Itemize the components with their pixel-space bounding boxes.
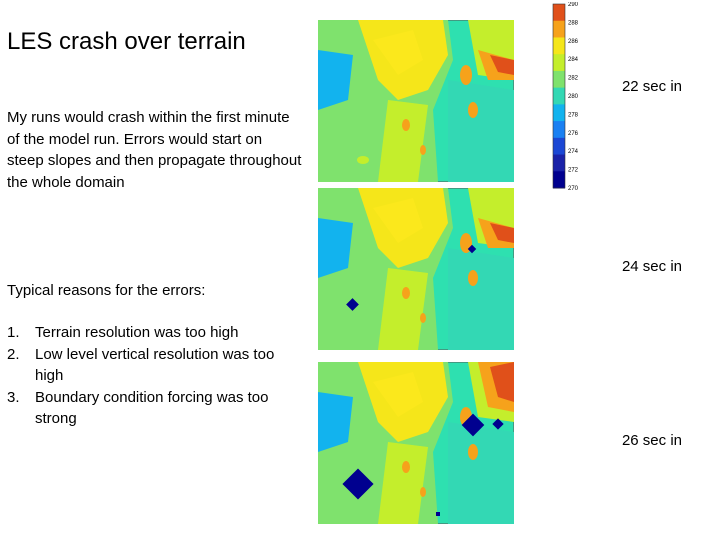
colorbar-tick-label: 276 <box>568 131 579 137</box>
colorbar-swatch <box>553 171 565 189</box>
reason-item: 3. Boundary condition forcing was too str… <box>7 387 297 430</box>
temperature-map-panel-1 <box>318 20 514 182</box>
colorbar-tick-label: 274 <box>568 149 579 155</box>
reason-number: 1. <box>7 324 20 341</box>
temperature-map-image <box>318 188 514 350</box>
temperature-map-panel-2 <box>318 188 514 350</box>
colorbar-tick-label: 272 <box>568 168 579 174</box>
colorbar-tick-label: 282 <box>568 76 579 82</box>
colorbar-swatch <box>553 104 565 122</box>
colorbar-tick-label: 278 <box>568 112 579 118</box>
colorbar-tick-label: 286 <box>568 39 579 45</box>
temperature-map-image <box>318 362 514 524</box>
reason-text: Low level vertical resolution was too hi… <box>35 345 275 385</box>
reason-text: Boundary condition forcing was too stron… <box>35 388 269 428</box>
colorbar-tick-label: 290 <box>568 2 579 8</box>
reason-item: 2. Low level vertical resolution was too … <box>7 344 297 387</box>
panel-3-label: 26 sec in <box>621 432 682 449</box>
colorbar-swatch <box>553 121 565 139</box>
reasons-list: 1. Terrain resolution was too high 2. Low … <box>7 322 297 430</box>
colorbar-swatch <box>553 70 565 89</box>
colorbar-outline <box>552 3 566 189</box>
colorbar-swatch <box>553 20 565 38</box>
colorbar-tick-label: 288 <box>568 20 579 26</box>
colorbar-swatch <box>553 4 565 22</box>
temperature-colorbar: 290 288 286 284 282 280 278 276 274 272 270 <box>551 2 601 192</box>
reasons-heading: Typical reasons for the errors: <box>7 282 206 299</box>
reason-item: 1. Terrain resolution was too high <box>7 322 297 344</box>
temperature-map-panel-3 <box>318 362 514 524</box>
reason-number: 3. <box>7 388 20 406</box>
colorbar-tick-label: 270 <box>568 186 579 192</box>
colorbar-swatch <box>553 137 565 156</box>
reason-number: 2. <box>7 345 20 363</box>
colorbar-swatch <box>553 154 565 172</box>
colorbar-swatch <box>553 54 565 72</box>
slide-title: LES crash over terrain <box>7 28 246 55</box>
colorbar-swatch <box>553 37 565 55</box>
colorbar-tick-label: 280 <box>568 94 579 100</box>
reason-text: Terrain resolution was too high <box>35 324 239 341</box>
temperature-map-image <box>318 20 514 182</box>
panel-1-label: 22 sec in <box>621 78 682 95</box>
colorbar-swatch <box>553 87 565 105</box>
colorbar-tick-label: 284 <box>568 57 579 63</box>
panel-2-label: 24 sec in <box>621 258 682 275</box>
intro-text: My runs would crash within the first min… <box>7 109 302 191</box>
